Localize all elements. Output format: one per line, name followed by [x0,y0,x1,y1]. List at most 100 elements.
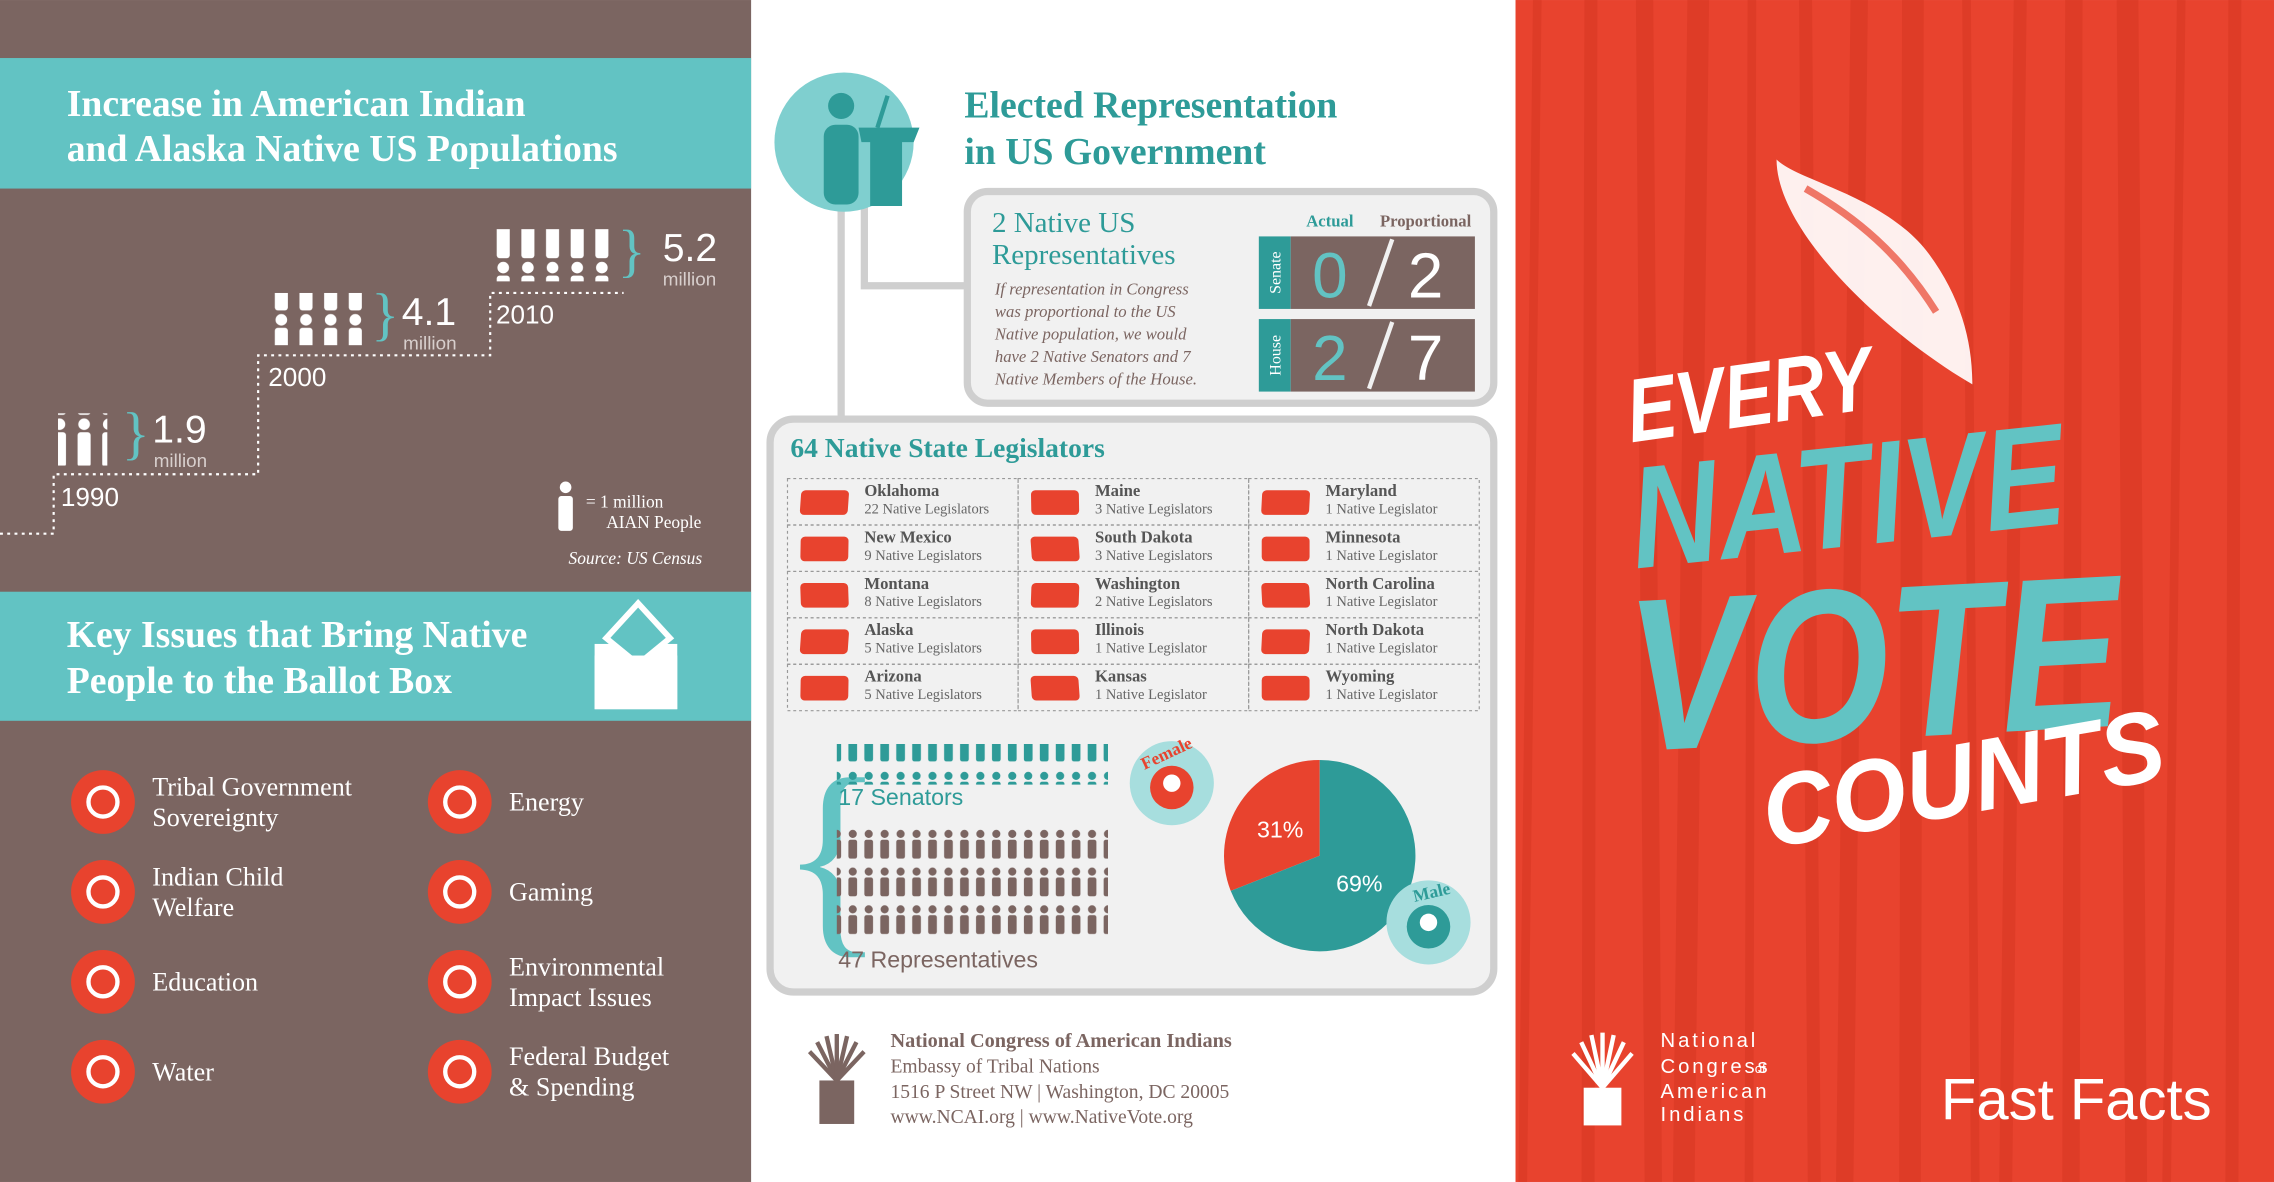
population-year: 2010 [496,299,554,329]
issues-title: People to the Ballot Box [67,660,452,702]
state-count: 3 Native Legislators [1095,548,1213,564]
state-name: Maryland [1326,481,1398,500]
state-name: Arizona [864,667,922,686]
state-cell [786,478,1019,526]
state-shape [1261,583,1311,608]
cover-logo-base [1583,1087,1622,1126]
state-shape [799,490,849,515]
gender-avatar-face [1419,913,1438,932]
footer-logo-feather [835,1050,866,1082]
issue-label: Energy [509,788,584,817]
issue-label: Environmental [509,952,664,981]
issue-icon-glyph [443,875,477,909]
state-shape [1030,583,1080,608]
state-cell [1017,524,1250,573]
state-cell [786,663,1019,712]
footer-line: 1516 P Street NW | Washington, DC 20005 [890,1082,1229,1103]
legend-icon-head [559,481,572,494]
actual-count: 2 [1312,322,1347,394]
chamber-tab [1258,319,1291,392]
issue-icon-glyph [86,1055,120,1089]
pie-slice [1230,759,1416,952]
people-icons [263,292,363,346]
state-name: Oklahoma [864,481,940,500]
issue-icon [71,949,135,1014]
state-shape [1031,490,1080,515]
state-count: 1 Native Legislator [1095,687,1207,703]
count-divider [1366,238,1395,307]
population-year: 2000 [268,362,326,392]
state-shape [1030,675,1080,701]
state-cell [1248,478,1480,526]
population-value: 5.2 [663,227,717,270]
count-divider [1366,321,1395,390]
chamber-label: House [1268,335,1285,376]
cover-logo-text: American [1661,1081,1770,1103]
pie-slice [1224,759,1320,891]
issue-icon-glyph [443,1055,477,1089]
issue-icon [427,949,492,1014]
cover-texture [2062,0,2083,1182]
population-title: Increase in American Indian [67,83,526,125]
state-shape [1261,629,1310,655]
population-value: 1.9 [152,408,206,451]
population-unit: million [154,450,207,471]
state-count: 5 Native Legislators [864,641,982,657]
feather-streak [1803,185,1940,314]
state-name: North Dakota [1326,620,1425,639]
legend-unit: = 1 million [586,492,664,512]
state-count: 9 Native Legislators [864,548,982,564]
proportional-count: 7 [1408,322,1443,394]
people-icons [58,413,108,466]
state-cell [1017,478,1250,526]
state-shape [1030,536,1080,562]
state-count: 2 Native Legislators [1095,594,1213,610]
issue-label: Impact Issues [509,983,652,1012]
cover-logo-feather [1600,1041,1626,1089]
state-shape [800,675,849,701]
state-name: Alaska [864,620,914,639]
speaker-head [828,92,855,119]
state-count: 8 Native Legislators [864,594,982,610]
state-cell [786,617,1019,665]
podium [858,127,920,206]
footer-line: Embassy of Tribal Nations [890,1056,1099,1077]
population-title: and Alaska Native US Populations [67,128,618,170]
issue-icon-glyph [443,965,477,999]
state-cell [786,524,1019,573]
population-band [0,58,752,189]
representative-icons [836,823,1108,937]
state-count: 1 Native Legislator [1326,641,1438,657]
cover-texture [1962,0,1980,1182]
population-value: 4.1 [402,291,456,334]
issue-label: Federal Budget [509,1042,670,1071]
state-shape [799,629,849,655]
brace: } [371,282,399,347]
cover-texture [1518,0,1542,1182]
cover-texture [1581,0,1598,1182]
representatives-label: 47 Representatives [838,946,1038,972]
cover-texture [1744,0,1757,1182]
issue-icon-glyph [86,965,120,999]
population-unit: million [663,269,716,290]
issue-icon-glyph [86,785,120,819]
senator-icons [836,744,1108,785]
state-shape [1261,536,1310,562]
state-cell [1017,663,1250,712]
issue-icon-glyph [86,875,120,909]
note-line: If representation in Congress [994,279,1189,298]
state-name: North Carolina [1326,574,1436,593]
issue-label: Indian Child [152,862,283,891]
senators-label: 17 Senators [838,784,963,810]
note-line: was proportional to the US [995,302,1176,321]
representation-title: in US Government [964,131,1266,173]
state-name: Washington [1095,574,1181,593]
box-title: 2 Native US [992,207,1135,239]
cover-texture [1836,0,1868,1182]
header-proportional: Proportional [1380,211,1472,230]
issue-label: Welfare [152,893,234,922]
legend-label: AIAN People [606,512,701,532]
tagline: Fast Facts [1941,1068,2212,1133]
issue-label: Water [152,1057,214,1086]
